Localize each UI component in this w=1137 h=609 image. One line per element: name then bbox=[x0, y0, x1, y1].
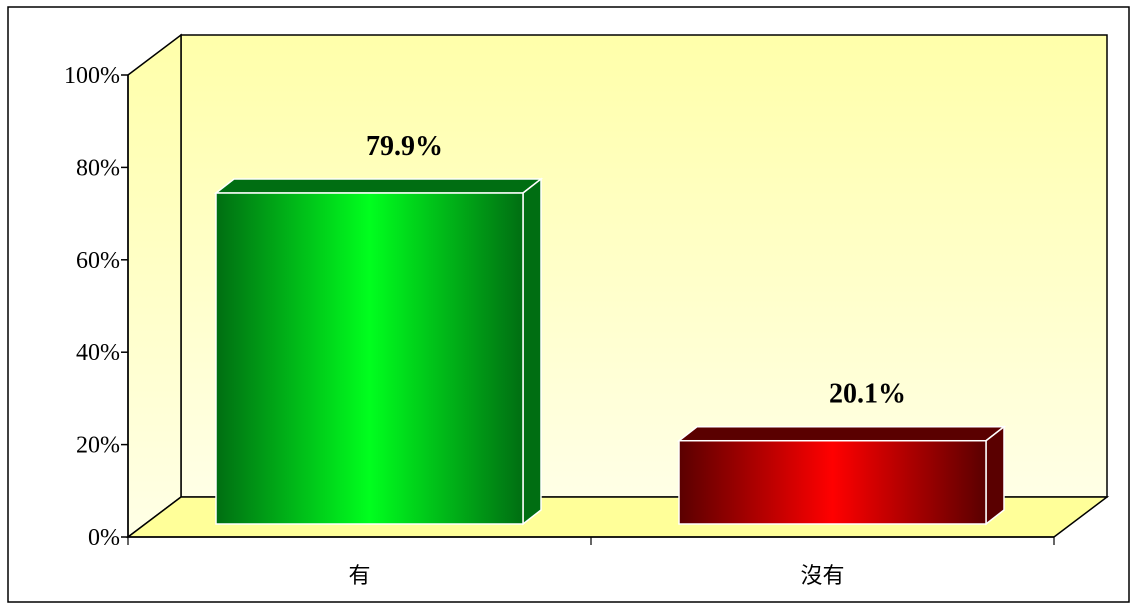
bar-top-face bbox=[676, 425, 1007, 442]
bars bbox=[213, 177, 1007, 526]
bar-front-face bbox=[215, 192, 524, 525]
data-label: 79.9% bbox=[366, 131, 443, 162]
bar-side-face bbox=[985, 425, 1005, 526]
y-tick-label: 60% bbox=[76, 248, 120, 274]
y-tick-label: 20% bbox=[76, 433, 120, 459]
data-labels: 79.9% 20.1% bbox=[366, 131, 906, 410]
side-wall bbox=[127, 33, 182, 539]
bar-top-face bbox=[213, 178, 544, 194]
x-axis-ticks bbox=[127, 537, 1055, 545]
y-tick-label: 100% bbox=[64, 63, 120, 89]
y-tick-label: 0% bbox=[88, 525, 120, 551]
bar-1 bbox=[213, 177, 544, 526]
category-labels: 有 沒有 bbox=[348, 564, 844, 589]
y-axis-ticks: 0% 20% 40% 60% 80% 100% bbox=[64, 63, 128, 551]
bar-2 bbox=[676, 425, 1007, 526]
category-label: 沒有 bbox=[800, 564, 844, 589]
bar-side-face bbox=[522, 177, 542, 526]
bar-front-face bbox=[678, 439, 987, 525]
data-label: 20.1% bbox=[829, 379, 906, 410]
y-tick-label: 40% bbox=[76, 340, 120, 366]
y-tick-label: 80% bbox=[76, 155, 120, 181]
category-label: 有 bbox=[348, 564, 370, 589]
